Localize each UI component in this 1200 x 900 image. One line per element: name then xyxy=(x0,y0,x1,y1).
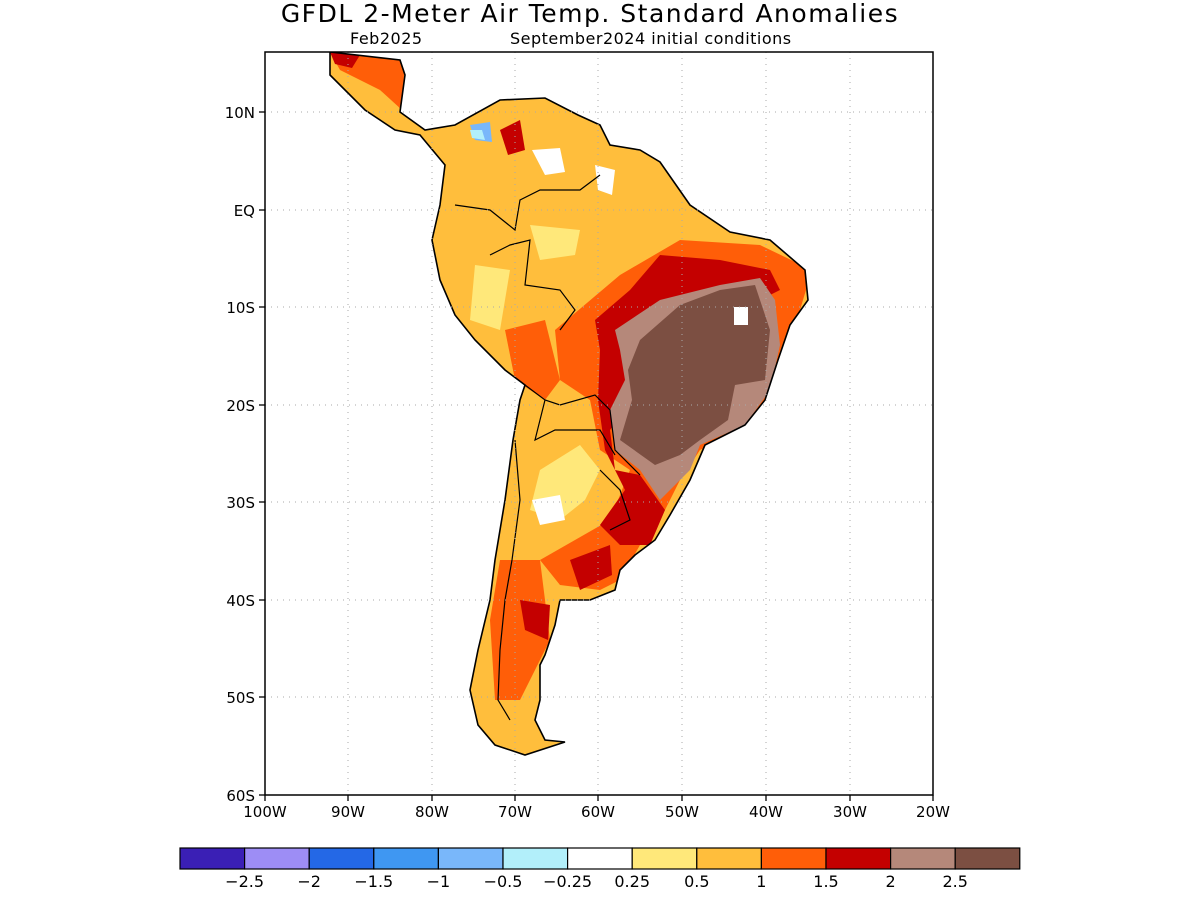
map-title: GFDL 2-Meter Air Temp. Standard Anomalie… xyxy=(280,0,900,28)
colorbar-swatch xyxy=(696,847,762,870)
colorbar-label: −0.5 xyxy=(484,872,523,891)
lon-tick-label: 50W xyxy=(665,803,699,821)
lat-tick-label: 20S xyxy=(226,397,255,415)
lon-tick-label: 90W xyxy=(331,803,365,821)
colorbar: −2.5 −2 −1.5 −1 −0.5 −0.25 0.25 0.5 1 1.5 2 2.5 xyxy=(179,847,1021,891)
colorbar-label: −1.5 xyxy=(354,872,393,891)
red-region-pampas xyxy=(570,545,612,590)
lon-tick-label: 80W xyxy=(415,803,449,821)
pale-cyan-patch-colombia xyxy=(470,130,485,140)
map-frame xyxy=(264,51,934,796)
colorbar-label: −1 xyxy=(427,872,451,891)
colorbar-swatch xyxy=(954,847,1021,870)
colorbar-label: 2.5 xyxy=(942,872,967,891)
white-patch-guyana xyxy=(595,165,615,195)
latitude-axis: 10N EQ 10S 20S 30S 40S 50S 60S xyxy=(225,104,265,805)
lon-tick-label: 30W xyxy=(833,803,867,821)
light-yellow-patch-peru xyxy=(470,265,510,330)
colorbar-label: 0.25 xyxy=(614,872,650,891)
light-yellow-patch-amazon xyxy=(530,225,580,260)
colorbar-swatch xyxy=(760,847,827,870)
colorbar-label: −0.25 xyxy=(543,872,592,891)
colorbar-label: 2 xyxy=(886,872,896,891)
white-patch-argentina xyxy=(532,495,565,525)
colorbar-swatch xyxy=(566,847,633,870)
lon-tick-label: 40W xyxy=(749,803,783,821)
lat-tick-label: 10N xyxy=(225,104,255,122)
colorbar-swatch xyxy=(437,847,504,870)
anomaly-field xyxy=(330,52,808,755)
white-patch-brazil xyxy=(734,307,748,325)
red-region-patagonia xyxy=(520,600,550,640)
brown-core-region xyxy=(620,285,770,465)
subtitle-initial-conditions: September2024 initial conditions xyxy=(510,29,792,48)
central-america-red xyxy=(330,52,360,68)
lon-tick-label: 70W xyxy=(498,803,532,821)
lat-tick-label: 60S xyxy=(226,787,255,805)
dark-orange-region-patagonia xyxy=(490,560,550,700)
red-patch-colombia xyxy=(500,120,525,155)
colorbar-label: −2 xyxy=(297,872,321,891)
colorbar-swatch xyxy=(179,847,246,870)
lon-tick-label: 60W xyxy=(581,803,615,821)
subtitle-valid-month: Feb2025 xyxy=(350,29,423,48)
longitude-axis: 100W 90W 80W 70W 60W 50W 40W 30W 20W xyxy=(243,795,950,821)
lat-tick-label: 40S xyxy=(226,592,255,610)
lon-tick-label: 100W xyxy=(243,803,287,821)
colorbar-swatch xyxy=(889,847,956,870)
colorbar-swatch xyxy=(244,847,310,870)
lat-tick-label: 30S xyxy=(226,494,255,512)
white-patch-venezuela xyxy=(532,148,565,175)
colorbar-swatch xyxy=(631,847,698,870)
lat-tick-label: 50S xyxy=(226,689,255,707)
colorbar-swatch xyxy=(825,847,892,870)
colorbar-label: 1.5 xyxy=(813,872,838,891)
lon-tick-label: 20W xyxy=(916,803,950,821)
colorbar-swatch xyxy=(502,847,569,870)
lat-tick-label: 10S xyxy=(226,299,255,317)
colorbar-swatch xyxy=(308,847,375,870)
colorbar-label: 1 xyxy=(756,872,766,891)
lat-tick-label: EQ xyxy=(234,202,255,220)
colorbar-label: 0.5 xyxy=(684,872,709,891)
colorbar-label: −2.5 xyxy=(225,872,264,891)
colorbar-swatch xyxy=(373,847,439,870)
